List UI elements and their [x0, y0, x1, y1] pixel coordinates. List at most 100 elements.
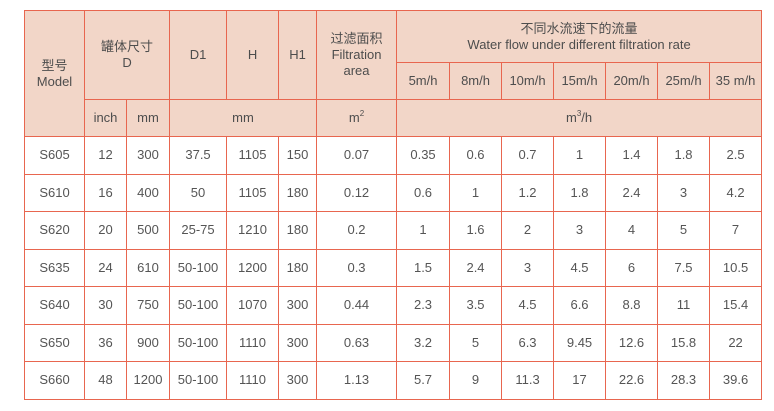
value-cell: 0.6	[449, 136, 503, 175]
value-cell: 1105	[226, 136, 280, 175]
value-cell: 10.5	[709, 248, 763, 287]
header-rate: 35 m/h	[709, 62, 763, 100]
header-flow: 不同水流速下的流量 Water flow under different filt…	[396, 10, 763, 63]
value-cell: 180	[278, 173, 318, 212]
value-cell: 25-75	[169, 211, 228, 250]
value-cell: 2.5	[709, 136, 763, 175]
value-cell: 5	[657, 211, 711, 250]
value-cell: 1	[449, 173, 503, 212]
value-cell: 7	[709, 211, 763, 250]
header-rate: 8m/h	[449, 62, 503, 100]
model-cell: S660	[24, 361, 85, 400]
value-cell: 6	[605, 248, 659, 287]
value-cell: 1200	[125, 361, 171, 400]
header-rate: 5m/h	[396, 62, 451, 100]
model-cell: S650	[24, 323, 85, 362]
value-cell: 2	[501, 211, 555, 250]
value-cell: 8.8	[605, 286, 659, 325]
value-cell: 1.4	[605, 136, 659, 175]
value-cell: 30	[84, 286, 127, 325]
value-cell: 36	[84, 323, 127, 362]
value-cell: 2.4	[449, 248, 503, 287]
unit-mm: mm	[125, 99, 171, 137]
table-row: S650 36 900 50-100 1110 300 0.63 3.2 5 6.3 9.45 12.…	[24, 323, 763, 362]
value-cell: 0.6	[396, 173, 451, 212]
value-cell: 3.5	[449, 286, 503, 325]
value-cell: 3.2	[396, 323, 451, 362]
value-cell: 610	[125, 248, 171, 287]
value-cell: 4.2	[709, 173, 763, 212]
header-filtration-area: 过滤面积 Filtration area	[316, 10, 398, 100]
spec-table: 型号 Model 罐体尺寸 D D1 H H1 过滤面积 Filtration area…	[24, 10, 763, 400]
table-row: S635 24 610 50-100 1200 180 0.3 1.5 2.4 3 4.5 6 7.5 1…	[24, 248, 763, 287]
value-cell: 1.13	[316, 361, 398, 400]
value-cell: 3	[553, 211, 607, 250]
value-cell: 15.8	[657, 323, 711, 362]
value-cell: 1110	[226, 361, 280, 400]
model-cell: S635	[24, 248, 85, 287]
unit-dims-mm: mm	[169, 99, 318, 137]
value-cell: 4.5	[501, 286, 555, 325]
header-h1: H1	[278, 10, 318, 100]
value-cell: 15.4	[709, 286, 763, 325]
value-cell: 900	[125, 323, 171, 362]
value-cell: 22.6	[605, 361, 659, 400]
value-cell: 0.07	[316, 136, 398, 175]
value-cell: 50-100	[169, 286, 228, 325]
unit-area: m2	[316, 99, 398, 137]
value-cell: 5.7	[396, 361, 451, 400]
value-cell: 3	[657, 173, 711, 212]
value-cell: 22	[709, 323, 763, 362]
value-cell: 300	[278, 323, 318, 362]
value-cell: 28.3	[657, 361, 711, 400]
header-h: H	[226, 10, 280, 100]
value-cell: 1070	[226, 286, 280, 325]
value-cell: 17	[553, 361, 607, 400]
value-cell: 180	[278, 211, 318, 250]
value-cell: 9	[449, 361, 503, 400]
value-cell: 0.35	[396, 136, 451, 175]
header-model: 型号 Model	[24, 10, 85, 137]
value-cell: 1.6	[449, 211, 503, 250]
value-cell: 50-100	[169, 248, 228, 287]
value-cell: 300	[278, 361, 318, 400]
value-cell: 1105	[226, 173, 280, 212]
value-cell: 16	[84, 173, 127, 212]
value-cell: 1	[553, 136, 607, 175]
unit-inch: inch	[84, 99, 127, 137]
value-cell: 48	[84, 361, 127, 400]
value-cell: 750	[125, 286, 171, 325]
model-cell: S620	[24, 211, 85, 250]
value-cell: 1	[396, 211, 451, 250]
value-cell: 0.63	[316, 323, 398, 362]
value-cell: 24	[84, 248, 127, 287]
value-cell: 1110	[226, 323, 280, 362]
unit-flow: m3/h	[396, 99, 763, 137]
table-row: S660 48 1200 50-100 1110 300 1.13 5.7 9 11.3 17 22.…	[24, 361, 763, 400]
value-cell: 9.45	[553, 323, 607, 362]
value-cell: 0.2	[316, 211, 398, 250]
value-cell: 6.3	[501, 323, 555, 362]
value-cell: 20	[84, 211, 127, 250]
header-d1: D1	[169, 10, 228, 100]
header-rate: 25m/h	[657, 62, 711, 100]
header-rate: 10m/h	[501, 62, 555, 100]
value-cell: 50-100	[169, 361, 228, 400]
value-cell: 180	[278, 248, 318, 287]
value-cell: 1.8	[657, 136, 711, 175]
value-cell: 1210	[226, 211, 280, 250]
header-tank-size: 罐体尺寸 D	[83, 10, 171, 100]
value-cell: 400	[125, 173, 171, 212]
table-row: S620 20 500 25-75 1210 180 0.2 1 1.6 2 3 4 5 7	[24, 211, 763, 250]
value-cell: 300	[278, 286, 318, 325]
value-cell: 11.3	[501, 361, 555, 400]
value-cell: 1.5	[396, 248, 451, 287]
table-row: S640 30 750 50-100 1070 300 0.44 2.3 3.5 4.5 6.6 8.…	[24, 286, 763, 325]
value-cell: 0.3	[316, 248, 398, 287]
model-cell: S605	[24, 136, 85, 175]
value-cell: 150	[278, 136, 318, 175]
value-cell: 5	[449, 323, 503, 362]
value-cell: 7.5	[657, 248, 711, 287]
value-cell: 3	[501, 248, 555, 287]
header-rate: 20m/h	[605, 62, 659, 100]
